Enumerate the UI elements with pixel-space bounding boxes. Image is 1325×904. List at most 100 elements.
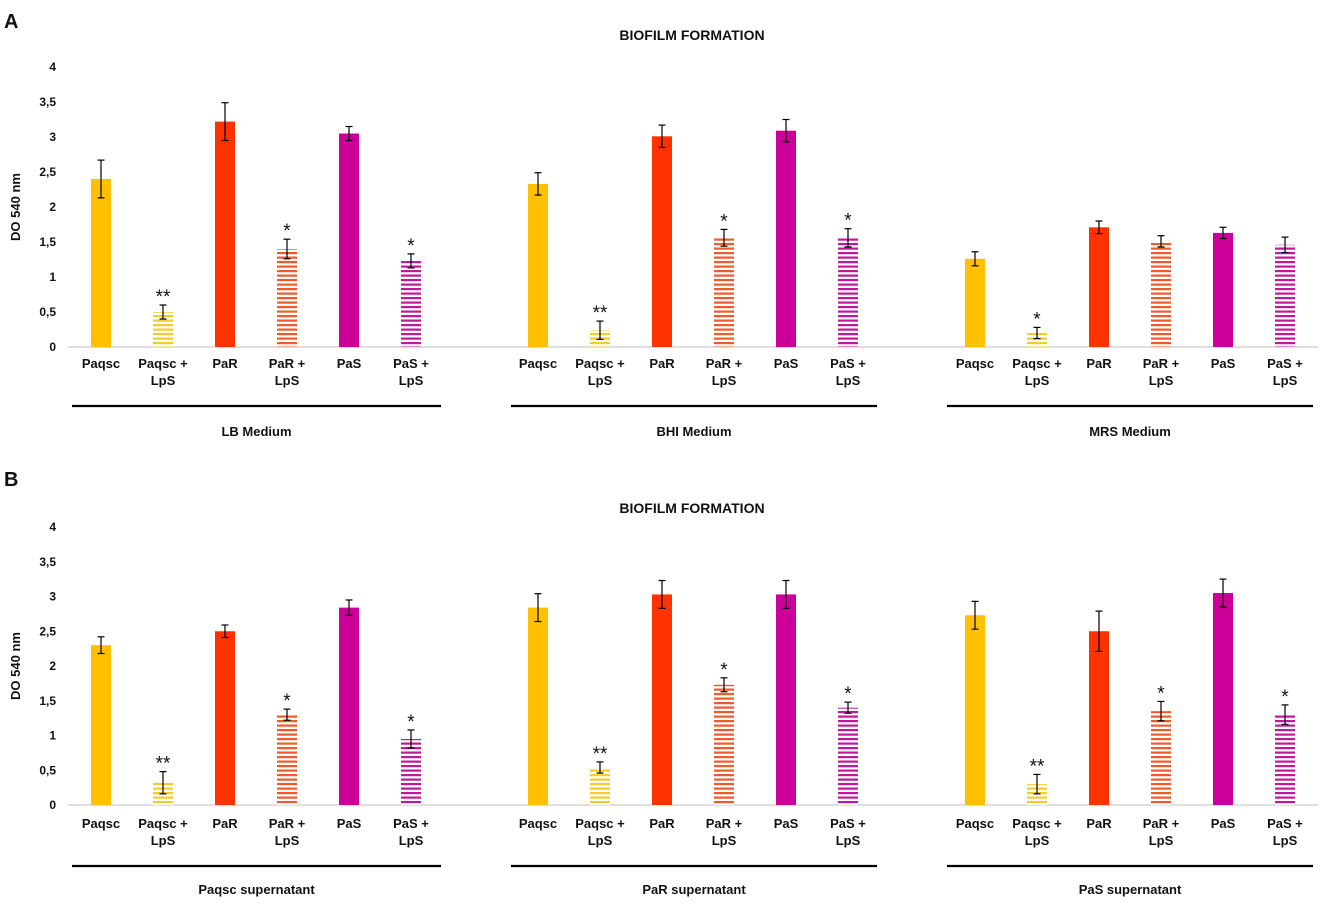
- panel-b-chart: B BIOFILM FORMATION DO 540 nm 0 0,5 1 1,5 2 2,5 3…: [4, 469, 1318, 897]
- panel-b-paqsc-supernatant-category-label-paqsc: Paqsc: [82, 816, 120, 831]
- panel-b-pas-supernatant-category-label-pas: PaS: [1211, 816, 1236, 831]
- panel-a-mrs-medium-category-label-paqsc: Paqsc: [956, 356, 994, 371]
- panel-b-y-tick-label: 0,5: [39, 763, 56, 777]
- panel-a-bhi-medium-bar-paqsc: [528, 183, 548, 347]
- panel-a-mrs-medium-bar-par-lps: [1151, 241, 1171, 347]
- panel-a-lb-medium-category-label-pas-lps: PaS + LpS: [393, 356, 429, 388]
- panel-a-bhi-medium-group-label: BHI Medium: [656, 424, 731, 439]
- panel-a-mrs-medium-category-label-par: PaR: [1086, 356, 1112, 371]
- panel-a-lb-medium-bar-paqsc-lps: [153, 312, 173, 347]
- panel-a-bhi-medium-bar-par-lps: [714, 237, 734, 347]
- panel-a-mrs-medium-bar-pas: [1213, 232, 1233, 347]
- panel-b-y-tick-label: 1: [49, 729, 56, 743]
- panel-a-lb-medium-bar-par-lps: [277, 249, 297, 347]
- panel-a-lb-medium-bar-paqsc: [91, 179, 111, 347]
- panel-a-y-tick-label: 1,5: [39, 235, 56, 249]
- panel-b-paqsc-supernatant-bar-pas-lps: [401, 738, 421, 805]
- panel-b-par-supernatant-bar-pas: [776, 594, 796, 805]
- panel-b-letter: B: [4, 469, 18, 491]
- panel-a-y-axis-label: DO 540 nm: [8, 173, 23, 241]
- panel-b-paqsc-supernatant-bar-pas: [339, 607, 359, 805]
- panel-a-y-tick-label: 4: [49, 60, 56, 74]
- panel-b-paqsc-supernatant-bar-par-lps: [277, 714, 297, 805]
- panel-b-pas-supernatant-significance-pas-lps: *: [1281, 687, 1289, 708]
- panel-b-y-tick-label: 0: [49, 798, 56, 812]
- panel-a-bhi-medium-significance-par-lps: *: [720, 211, 728, 232]
- panel-a-lb-medium-group-label: LB Medium: [221, 424, 291, 439]
- panel-b-par-supernatant-bar-paqsc-lps: [590, 767, 610, 805]
- panel-a-bhi-medium-category-label-par: PaR: [649, 356, 675, 371]
- panel-a-y-tick-label: 2: [49, 200, 56, 214]
- panel-b-par-supernatant-bar-paqsc: [528, 607, 548, 805]
- panel-b-par-supernatant-bar-pas-lps: [838, 707, 858, 805]
- panel-b-pas-supernatant-bar-pas-lps: [1275, 714, 1295, 805]
- panel-a-bhi-medium-category-label-pas-lps: PaS + LpS: [830, 356, 866, 388]
- panel-b-y-tick-label: 1,5: [39, 694, 56, 708]
- panel-b-paqsc-supernatant-category-label-par: PaR: [212, 816, 238, 831]
- panel-a-bhi-medium-category-label-paqsc-lps: Paqsc + LpS: [575, 356, 625, 388]
- panel-b-pas-supernatant-category-label-paqsc-lps: Paqsc + LpS: [1012, 816, 1062, 848]
- panel-a-mrs-medium-bar-paqsc: [965, 258, 985, 347]
- panel-b-pas-supernatant-bar-par-lps: [1151, 711, 1171, 805]
- panel-b-pas-supernatant-category-label-pas-lps: PaS + LpS: [1267, 816, 1303, 848]
- panel-a-bhi-medium-significance-paqsc-lps: **: [593, 303, 608, 324]
- panel-a-bhi-medium-bar-pas-lps: [838, 237, 858, 347]
- panel-b-par-supernatant-category-label-pas: PaS: [774, 816, 799, 831]
- panel-a-lb-medium-significance-par-lps: *: [283, 221, 291, 242]
- panel-b-par-supernatant-category-label-paqsc-lps: Paqsc + LpS: [575, 816, 625, 848]
- panel-b-pas-supernatant-category-label-par-lps: PaR + LpS: [1143, 816, 1180, 848]
- panel-a-letter: A: [4, 11, 18, 33]
- panel-a-bhi-medium-category-label-pas: PaS: [774, 356, 799, 371]
- panel-b-par-supernatant-category-label-par-lps: PaR + LpS: [706, 816, 743, 848]
- panel-b-par-supernatant-bar-par-lps: [714, 684, 734, 805]
- panel-a-bhi-medium-bar-par: [652, 136, 672, 347]
- panel-a-y-tick-label: 3,5: [39, 95, 56, 109]
- panel-b-par-supernatant-bar-par: [652, 594, 672, 805]
- panel-b-y-tick-label: 2: [49, 659, 56, 673]
- panel-a-y-tick-label: 3: [49, 130, 56, 144]
- panel-b-y-tick-label: 3: [49, 590, 56, 604]
- panel-b-paqsc-supernatant-significance-par-lps: *: [283, 691, 291, 712]
- panel-a-lb-medium-category-label-pas: PaS: [337, 356, 362, 371]
- panel-a-mrs-medium-bar-paqsc-lps: [1027, 333, 1047, 347]
- panel-b-paqsc-supernatant-significance-pas-lps: *: [407, 712, 415, 733]
- panel-b-paqsc-supernatant-bar-par: [215, 631, 235, 805]
- panel-a-lb-medium-category-label-par: PaR: [212, 356, 238, 371]
- panel-b-paqsc-supernatant-category-label-pas-lps: PaS + LpS: [393, 816, 429, 848]
- panel-b-pas-supernatant-bar-paqsc: [965, 615, 985, 805]
- panel-a-lb-medium-category-label-paqsc-lps: Paqsc + LpS: [138, 356, 188, 388]
- panel-a-y-tick-label: 1: [49, 270, 56, 284]
- panel-b-par-supernatant-category-label-paqsc: Paqsc: [519, 816, 557, 831]
- panel-a-y-tick-label: 0,5: [39, 305, 56, 319]
- panel-a-mrs-medium-category-label-pas-lps: PaS + LpS: [1267, 356, 1303, 388]
- panel-b-par-supernatant-significance-paqsc-lps: **: [593, 744, 608, 765]
- panel-b-paqsc-supernatant-bar-paqsc: [91, 645, 111, 805]
- panel-b-pas-supernatant-significance-par-lps: *: [1157, 683, 1165, 704]
- panel-a-y-tick-label: 0: [49, 340, 56, 354]
- panel-b-paqsc-supernatant-category-label-pas: PaS: [337, 816, 362, 831]
- panel-a-lb-medium-significance-pas-lps: *: [407, 236, 415, 257]
- panel-a-lb-medium-category-label-paqsc: Paqsc: [82, 356, 120, 371]
- panel-b-pas-supernatant-group-label: PaS supernatant: [1079, 882, 1182, 897]
- panel-b-pas-supernatant-category-label-par: PaR: [1086, 816, 1112, 831]
- panel-a-mrs-medium-group-label: MRS Medium: [1089, 424, 1171, 439]
- panel-b-par-supernatant-group-label: PaR supernatant: [642, 882, 746, 897]
- panel-b-paqsc-supernatant-category-label-paqsc-lps: Paqsc + LpS: [138, 816, 188, 848]
- panel-b-pas-supernatant-category-label-paqsc: Paqsc: [956, 816, 994, 831]
- panel-a-lb-medium-bar-pas-lps: [401, 260, 421, 347]
- panel-a-mrs-medium-significance-paqsc-lps: *: [1033, 309, 1041, 330]
- panel-a-bhi-medium-bar-pas: [776, 130, 796, 347]
- panel-a-mrs-medium-category-label-paqsc-lps: Paqsc + LpS: [1012, 356, 1062, 388]
- panel-b-y-axis-label: DO 540 nm: [8, 632, 23, 700]
- panel-a-mrs-medium-bar-pas-lps: [1275, 244, 1295, 347]
- panel-b-par-supernatant-significance-par-lps: *: [720, 660, 728, 681]
- panel-a-lb-medium-significance-paqsc-lps: **: [156, 287, 171, 308]
- panel-b-par-supernatant-category-label-par: PaR: [649, 816, 675, 831]
- panel-a-mrs-medium-bar-par: [1089, 227, 1109, 347]
- panel-b-title: BIOFILM FORMATION: [619, 500, 764, 516]
- panel-b-pas-supernatant-bar-paqsc-lps: [1027, 784, 1047, 805]
- panel-a-y-tick-label: 2,5: [39, 165, 56, 179]
- panel-b-paqsc-supernatant-group-label: Paqsc supernatant: [198, 882, 315, 897]
